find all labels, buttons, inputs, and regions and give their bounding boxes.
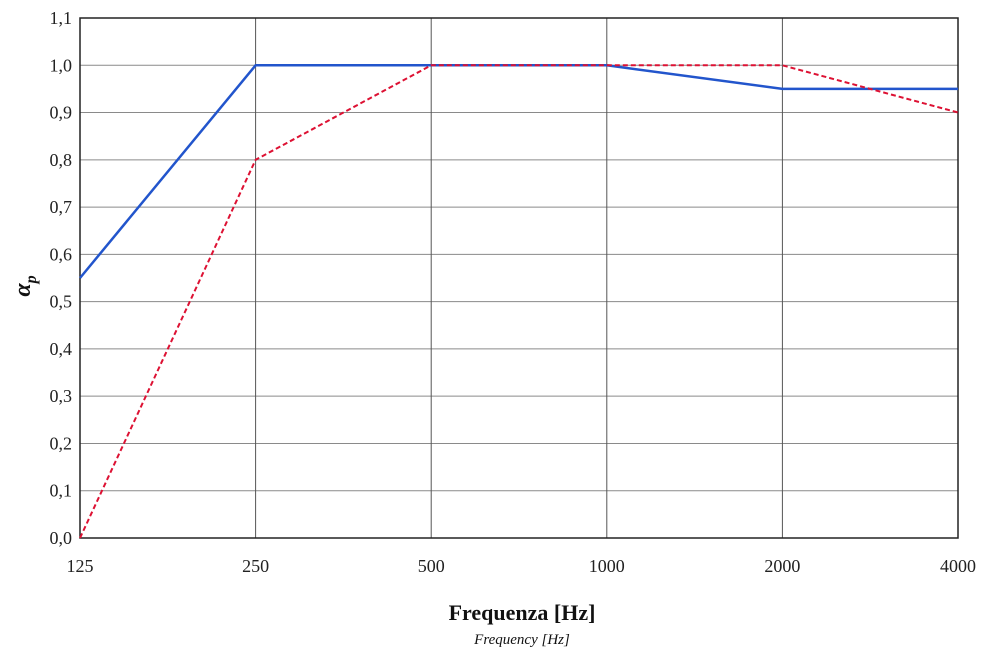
y-tick-label: 0,9 xyxy=(50,103,73,123)
y-tick-label: 0,1 xyxy=(50,481,73,501)
x-tick-labels: 125 250 500 1000 2000 4000 xyxy=(67,556,977,576)
y-tick-label: 0,6 xyxy=(50,244,73,264)
x-tick-label: 2000 xyxy=(764,556,800,576)
y-axis-label-symbol: α xyxy=(10,283,36,297)
y-tick-label: 0,3 xyxy=(50,386,73,406)
series-line-2 xyxy=(79,64,959,539)
x-tick-label: 250 xyxy=(242,556,269,576)
x-axis-sublabel: Frequency [Hz] xyxy=(473,632,570,648)
y-tick-label: 0,2 xyxy=(50,433,73,453)
x-tick-label: 1000 xyxy=(589,556,625,576)
y-axis-label-group: αp xyxy=(10,275,40,296)
series-line-1 xyxy=(79,64,958,279)
y-tick-label: 0,5 xyxy=(50,292,73,312)
series-layer xyxy=(79,64,959,539)
y-tick-labels: 0,0 0,1 0,2 0,3 0,4 0,5 0,6 0,7 0,8 0,9 1,0 1,1 xyxy=(50,8,73,548)
grid-lines xyxy=(80,17,958,539)
x-tick-label: 125 xyxy=(67,556,94,576)
x-tick-label: 500 xyxy=(418,556,445,576)
x-axis-label: Frequenza [Hz] xyxy=(449,600,596,625)
y-tick-label: 1,1 xyxy=(50,8,73,28)
x-tick-label: 4000 xyxy=(940,556,976,576)
y-axis-label: αp xyxy=(10,275,40,296)
y-tick-label: 1,0 xyxy=(50,55,73,75)
plot-frame xyxy=(79,17,959,539)
y-axis-label-subscript: p xyxy=(23,275,40,285)
y-tick-label: 0,0 xyxy=(50,528,73,548)
y-tick-label: 0,4 xyxy=(50,339,73,359)
y-tick-label: 0,7 xyxy=(50,197,73,217)
y-tick-label: 0,8 xyxy=(50,150,73,170)
